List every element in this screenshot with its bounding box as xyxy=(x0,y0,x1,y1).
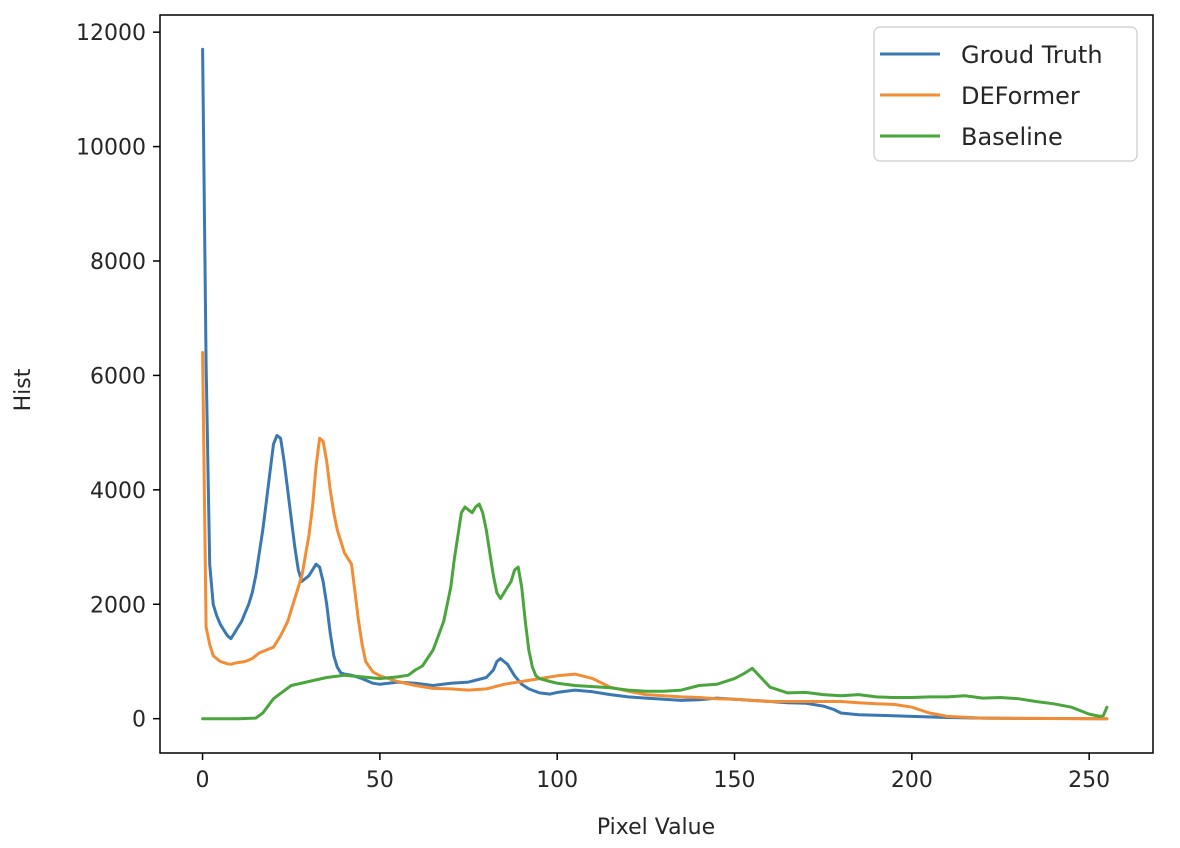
legend-label-2: Baseline xyxy=(961,123,1063,151)
series-line-1 xyxy=(201,351,1109,721)
x-tick-label: 0 xyxy=(196,768,210,793)
y-tick-label: 10000 xyxy=(76,136,146,161)
legend-label-0: Groud Truth xyxy=(961,41,1103,69)
legend-box xyxy=(873,26,1138,162)
y-tick-label: 4000 xyxy=(90,479,146,504)
x-tick-label: 100 xyxy=(536,768,578,793)
x-tick-label: 200 xyxy=(891,768,933,793)
x-axis-label: Pixel Value xyxy=(597,815,715,840)
legend-label-1: DEFormer xyxy=(961,82,1080,110)
x-axis: 0 50 100 150 200 250 xyxy=(196,753,1110,793)
y-tick-label: 8000 xyxy=(90,250,146,275)
legend: Groud Truth DEFormer Baseline xyxy=(873,26,1138,162)
y-axis-label: Hist xyxy=(11,368,36,411)
y-tick-label: 2000 xyxy=(90,593,146,618)
series-line-2 xyxy=(201,502,1109,721)
plot-frame xyxy=(159,14,1154,754)
x-tick-label: 50 xyxy=(366,768,394,793)
y-tick-label: 6000 xyxy=(90,364,146,389)
x-tick-label: 250 xyxy=(1068,768,1110,793)
x-tick-label: 150 xyxy=(714,768,756,793)
series-layer xyxy=(201,47,1109,721)
y-tick-label: 12000 xyxy=(76,21,146,46)
y-axis: 0 2000 4000 6000 8000 10000 12000 xyxy=(76,21,160,733)
y-tick-label: 0 xyxy=(132,708,146,733)
